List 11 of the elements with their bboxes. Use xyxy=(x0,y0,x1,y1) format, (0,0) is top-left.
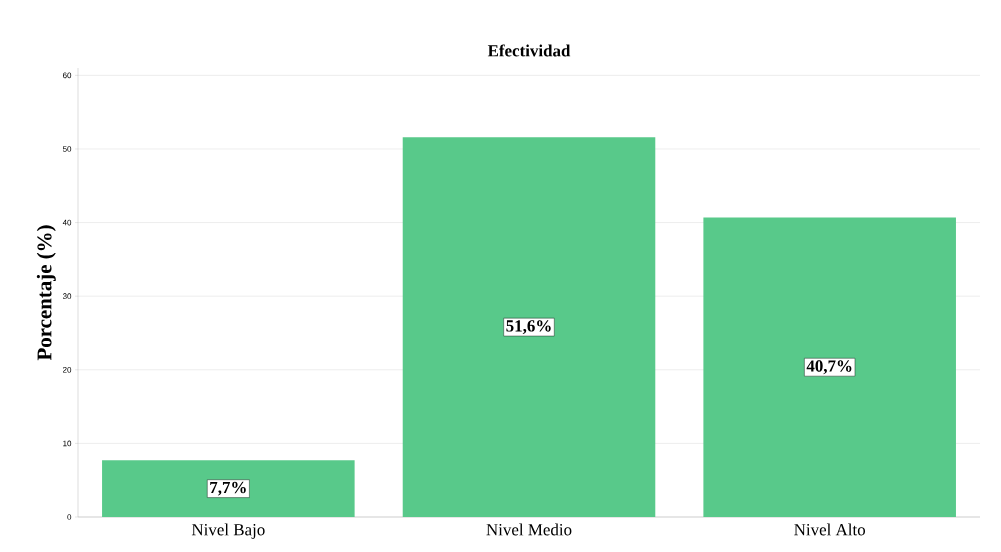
x-tick-label: Nivel Alto xyxy=(794,523,866,536)
data-label: 40,7% xyxy=(806,360,852,375)
y-axis-title: Porcentaje (%) xyxy=(36,225,56,361)
bar xyxy=(102,460,355,517)
bar xyxy=(703,217,956,517)
x-tick-label: Nivel Bajo xyxy=(191,523,265,539)
chart-title: Efectividad xyxy=(487,44,571,57)
x-tick-label: Nivel Medio xyxy=(486,523,572,536)
data-label: 51,6% xyxy=(506,320,551,335)
bar xyxy=(402,137,656,517)
data-label: 7,7% xyxy=(210,481,246,496)
